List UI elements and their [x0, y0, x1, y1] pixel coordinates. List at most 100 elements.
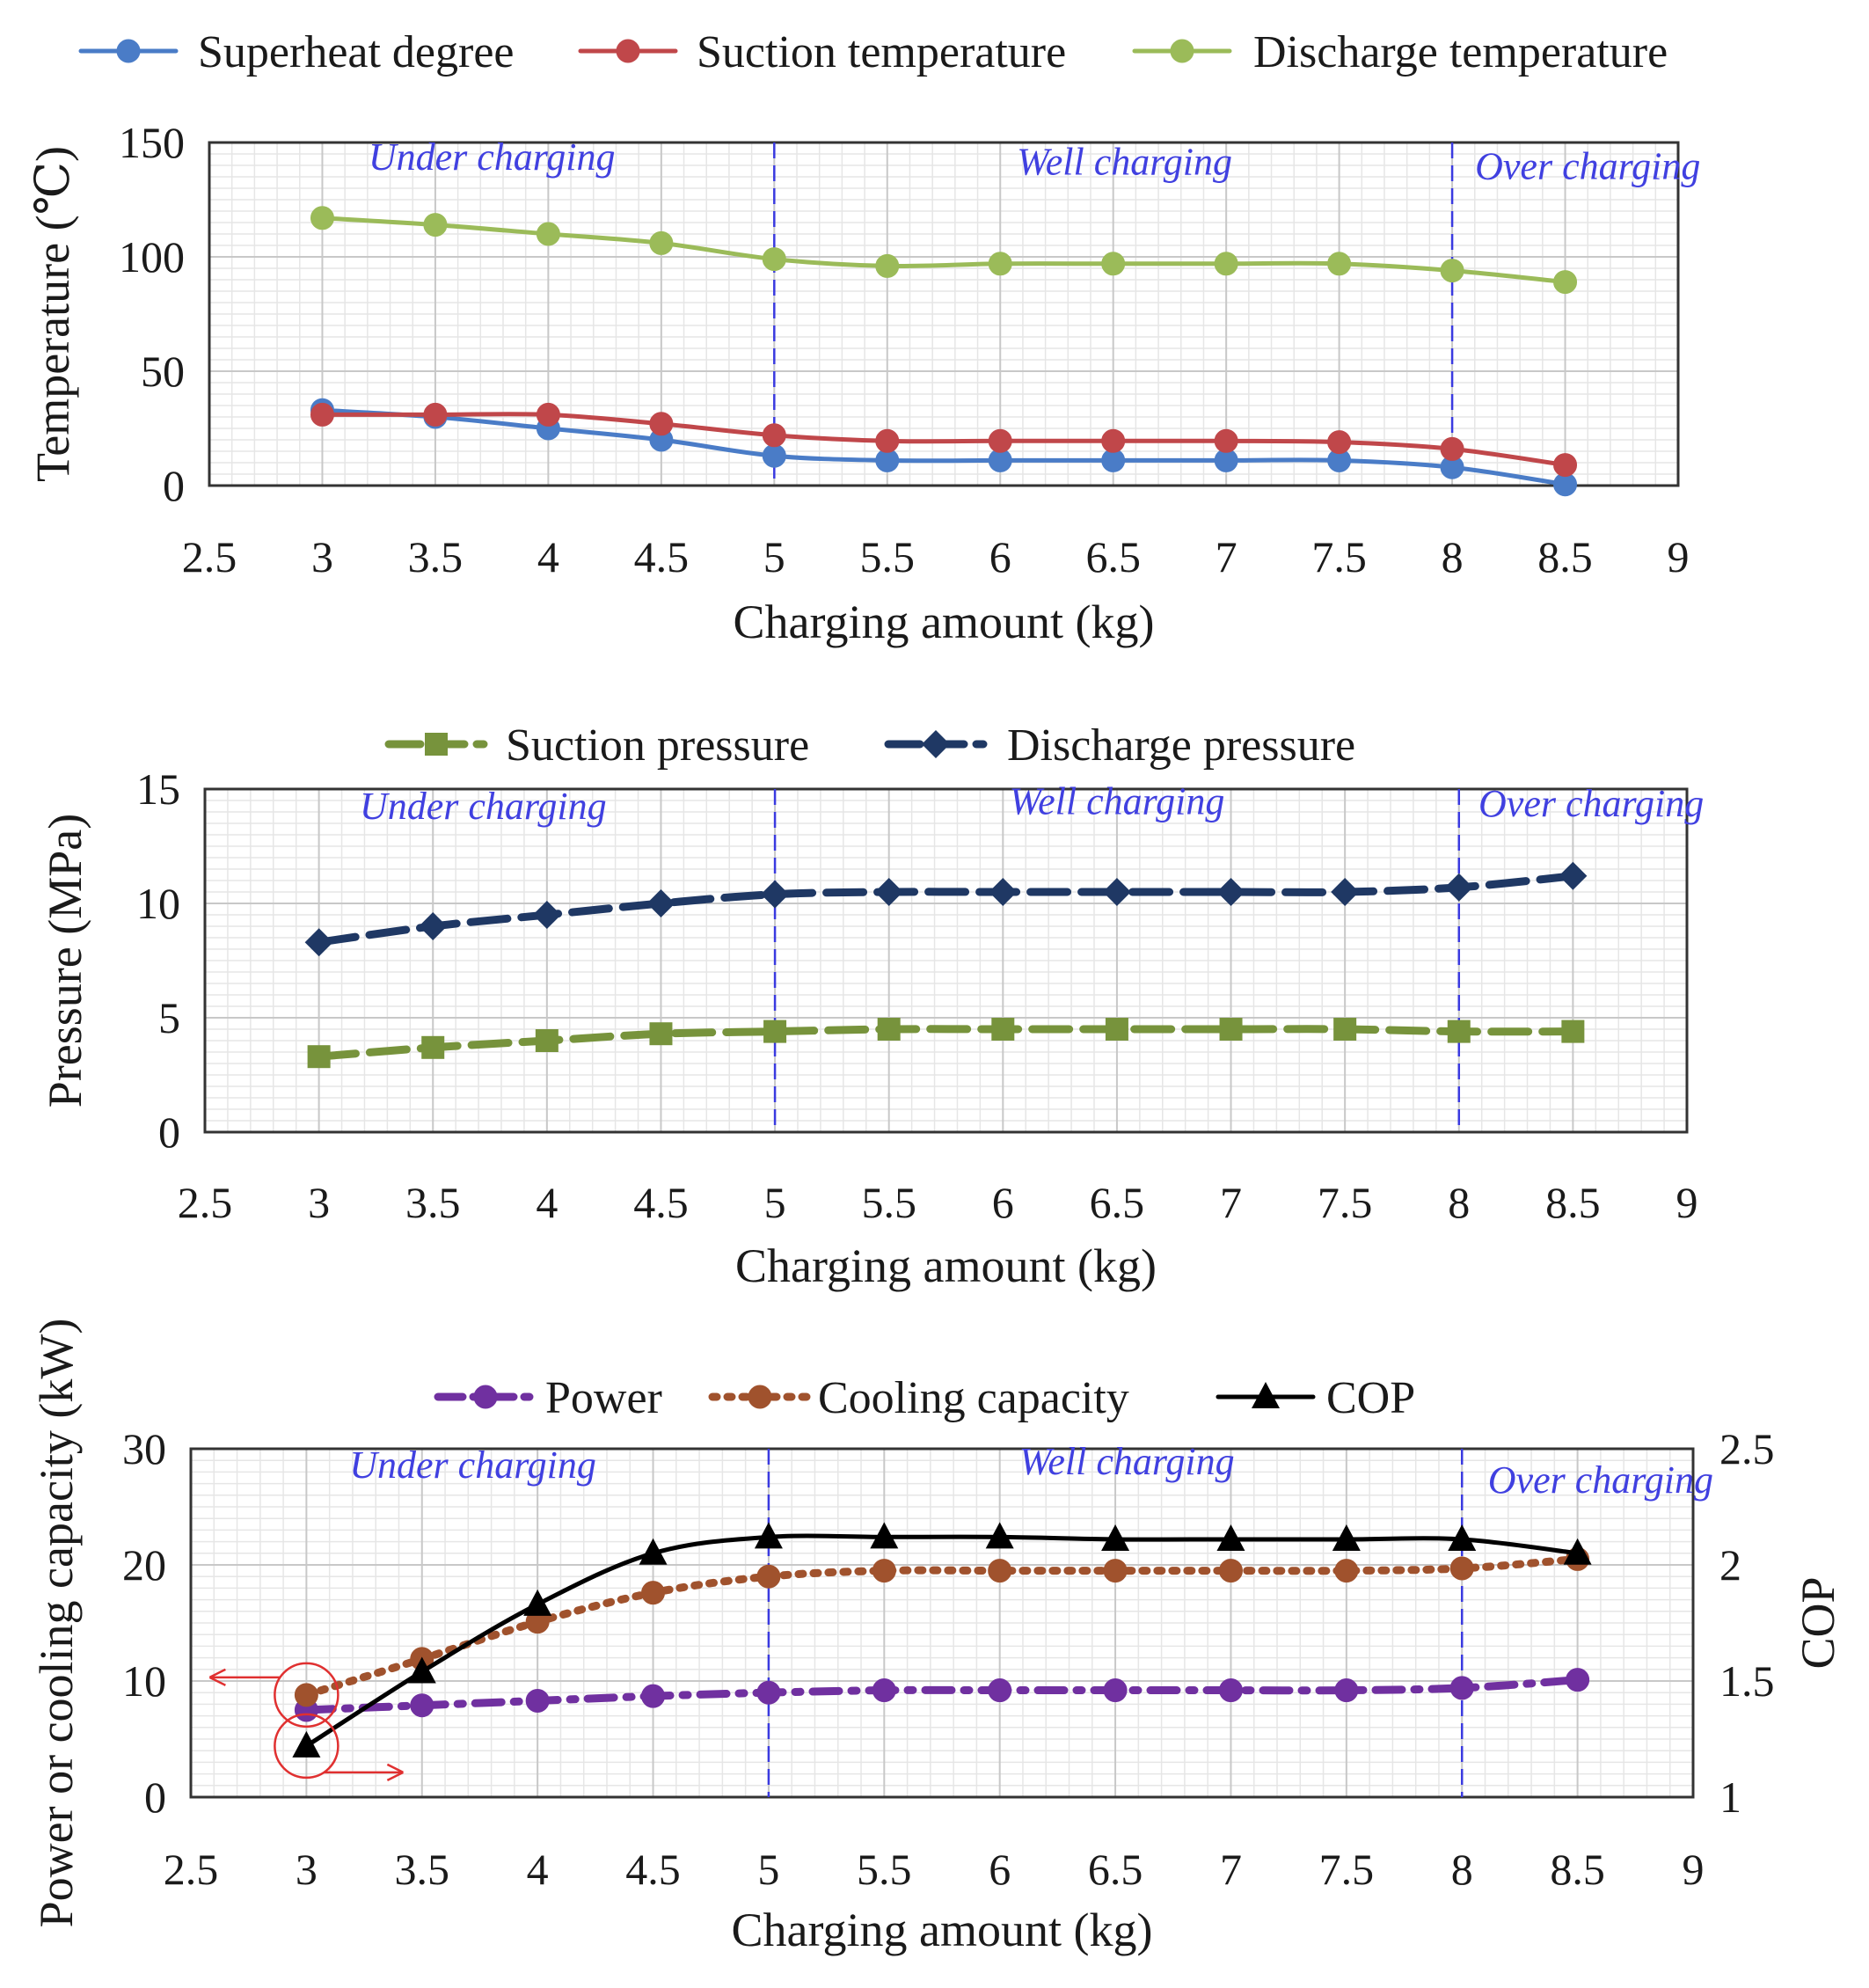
- y-tick-label: 150: [119, 118, 185, 167]
- x-tick-label: 4.5: [634, 532, 690, 581]
- axis-annotations: [208, 1662, 404, 1782]
- x-tick-label: 8.5: [1537, 532, 1593, 581]
- region-label-1: Under charging: [369, 135, 616, 179]
- series-line: [303, 1533, 1581, 1749]
- y2-tick-label: 2.5: [1719, 1424, 1775, 1473]
- legend-entry: Power: [434, 1373, 662, 1423]
- grid: [190, 1448, 1694, 1798]
- data-point: [1553, 270, 1578, 295]
- data-point: [875, 428, 900, 453]
- x-tick-label: 4: [537, 532, 559, 581]
- series-cooling-capacity: [294, 1546, 1590, 1707]
- series-line: [319, 412, 1568, 468]
- series-power: [294, 1668, 1590, 1722]
- data-point: [1102, 878, 1131, 906]
- y-tick-label: 30: [122, 1424, 166, 1473]
- legend-marker: [616, 39, 640, 63]
- series-discharge-pressure: [304, 861, 1588, 957]
- x-tick-label: 3.5: [395, 1845, 450, 1894]
- data-point: [1449, 1556, 1474, 1581]
- data-point: [1327, 430, 1352, 455]
- legend-marker: [116, 39, 141, 63]
- data-point: [646, 889, 675, 917]
- x-tick-label: 4.5: [633, 1178, 689, 1227]
- data-point: [985, 1522, 1014, 1549]
- x-tick-label: 2.5: [182, 532, 237, 581]
- data-point: [988, 252, 1012, 276]
- data-point: [1214, 252, 1238, 276]
- data-point: [763, 1020, 787, 1043]
- data-point: [419, 912, 448, 940]
- series-discharge-temperature: [310, 206, 1578, 295]
- data-point: [1103, 1678, 1128, 1703]
- x-tick-label: 6.5: [1085, 532, 1141, 581]
- y-tick-label: 15: [136, 764, 180, 814]
- legend-entry: Suction temperature: [578, 27, 1066, 77]
- series-suction-temperature: [310, 402, 1578, 478]
- data-point: [1327, 252, 1352, 276]
- data-point: [307, 1045, 331, 1069]
- x-tick-label: 6: [989, 1845, 1011, 1894]
- data-point: [872, 1559, 896, 1583]
- data-point: [875, 253, 900, 278]
- data-point: [639, 1538, 668, 1565]
- x-tick-label: 2.5: [178, 1178, 233, 1227]
- y-tick-label: 20: [122, 1540, 166, 1590]
- legend-marker: [748, 1385, 772, 1409]
- data-point: [523, 1589, 552, 1616]
- data-point: [874, 878, 903, 906]
- data-point: [1559, 861, 1588, 890]
- data-point: [649, 1022, 673, 1046]
- data-point: [410, 1693, 434, 1718]
- x-tick-label: 5: [763, 532, 785, 581]
- data-point: [1218, 1678, 1243, 1703]
- data-point: [421, 1035, 445, 1059]
- series-line: [315, 872, 1577, 946]
- data-point: [989, 878, 1018, 906]
- data-point: [1332, 1524, 1361, 1551]
- series-suction-pressure: [307, 1018, 1585, 1069]
- x-axis-label: Charging amount (kg): [732, 1904, 1153, 1956]
- series-line: [302, 1554, 1582, 1699]
- grid: [204, 788, 1688, 1133]
- data-point: [536, 222, 560, 246]
- x-axis-label: Charging amount (kg): [735, 1239, 1157, 1292]
- data-point: [536, 402, 560, 427]
- legend-label: Discharge pressure: [1007, 720, 1355, 771]
- data-point: [1449, 1676, 1474, 1700]
- data-point: [872, 1678, 896, 1703]
- legend-label: Superheat degree: [198, 27, 514, 77]
- y-tick-label: 10: [136, 879, 180, 928]
- x-tick-label: 5.5: [860, 532, 916, 581]
- data-point: [310, 206, 334, 230]
- data-point: [991, 1018, 1015, 1041]
- data-point: [294, 1683, 318, 1707]
- x-tick-label: 2.5: [164, 1845, 219, 1894]
- data-point: [762, 247, 786, 272]
- data-point: [1566, 1668, 1590, 1692]
- y-axis-label: Temperature (℃): [26, 146, 79, 482]
- arrow-right-axis: [324, 1763, 404, 1782]
- y-axis-label: Power or cooling capacity (kW): [30, 1319, 83, 1928]
- x-tick-label: 3: [311, 532, 333, 581]
- legend-entry: Suction pressure: [384, 720, 809, 771]
- data-point: [1101, 428, 1126, 453]
- data-point: [1334, 1678, 1359, 1703]
- data-point: [1219, 1018, 1243, 1041]
- x-tick-label: 5: [764, 1178, 786, 1227]
- legend-entry: Discharge temperature: [1132, 27, 1668, 77]
- data-point: [649, 230, 674, 255]
- data-point: [423, 402, 448, 427]
- x-tick-label: 4: [527, 1845, 549, 1894]
- legend-entry: Cooling capacity: [708, 1373, 1129, 1423]
- x-tick-label: 5.5: [861, 1178, 916, 1227]
- data-point: [1103, 1559, 1128, 1583]
- x-tick-label: 4.5: [625, 1845, 681, 1894]
- legend-label: COP: [1326, 1373, 1415, 1423]
- data-point: [1444, 873, 1473, 902]
- data-point: [762, 443, 786, 468]
- annotation-circle: [274, 1662, 339, 1729]
- legend-marker: [922, 730, 950, 758]
- data-point: [1105, 1018, 1128, 1041]
- x-tick-label: 7.5: [1311, 532, 1367, 581]
